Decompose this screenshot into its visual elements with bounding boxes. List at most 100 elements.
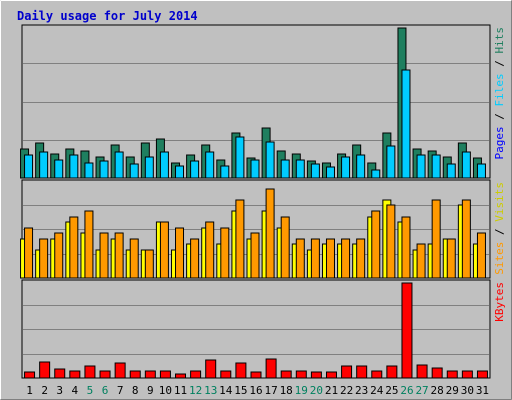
bar-hits-files-14 bbox=[220, 165, 230, 179]
bar-kbytes-kbytes-28 bbox=[431, 367, 443, 379]
bar-visits-sites-8 bbox=[129, 238, 139, 279]
bar-visits-sites-10 bbox=[159, 221, 169, 279]
bar-visits-sites-18 bbox=[280, 216, 290, 279]
bar-hits-files-15 bbox=[235, 136, 245, 179]
bar-visits-sites-24 bbox=[371, 210, 381, 279]
bar-visits-sites-4 bbox=[69, 216, 79, 279]
side-label-kbytes: KBytes bbox=[493, 282, 506, 322]
bar-visits-sites-28 bbox=[431, 199, 441, 279]
x-tick-label: 25 bbox=[385, 384, 398, 397]
x-tick-label: 20 bbox=[310, 384, 323, 397]
bar-hits-files-10 bbox=[159, 151, 169, 179]
bar-kbytes-kbytes-16 bbox=[250, 371, 262, 379]
bar-hits-files-5 bbox=[84, 162, 94, 179]
bar-hits-files-3 bbox=[54, 159, 64, 179]
x-tick-label: 5 bbox=[87, 384, 94, 397]
bar-visits-sites-1 bbox=[24, 227, 34, 279]
bar-visits-sites-14 bbox=[220, 227, 230, 279]
bar-hits-files-11 bbox=[175, 165, 185, 179]
bar-kbytes-kbytes-5 bbox=[84, 365, 96, 379]
bar-kbytes-kbytes-10 bbox=[159, 370, 171, 379]
x-tick-label: 15 bbox=[234, 384, 247, 397]
bar-kbytes-kbytes-7 bbox=[114, 362, 126, 379]
bar-hits-files-26 bbox=[401, 69, 411, 179]
x-tick-label: 21 bbox=[325, 384, 338, 397]
bar-hits-files-31 bbox=[476, 163, 486, 179]
bar-visits-sites-5 bbox=[84, 210, 94, 279]
bar-hits-files-21 bbox=[325, 166, 335, 179]
bar-kbytes-kbytes-15 bbox=[235, 362, 247, 379]
bar-visits-sites-3 bbox=[54, 232, 64, 279]
bar-hits-files-24 bbox=[371, 169, 381, 179]
bar-visits-sites-23 bbox=[356, 238, 366, 279]
bar-visits-sites-13 bbox=[205, 221, 215, 279]
panel-visits: Sites / Visits bbox=[20, 179, 506, 279]
x-tick-label: 29 bbox=[446, 384, 459, 397]
bar-kbytes-kbytes-22 bbox=[341, 365, 353, 379]
side-label-pages: Pages bbox=[493, 126, 506, 159]
bar-visits-sites-12 bbox=[190, 238, 200, 279]
bar-visits-sites-22 bbox=[341, 238, 351, 279]
bar-hits-files-6 bbox=[99, 160, 109, 179]
side-label-separator: / bbox=[493, 54, 506, 74]
bar-hits-files-22 bbox=[341, 156, 351, 179]
bar-visits-sites-25 bbox=[386, 204, 396, 279]
side-label-separator: / bbox=[493, 107, 506, 127]
bar-hits-files-17 bbox=[265, 141, 275, 179]
x-tick-label: 1 bbox=[26, 384, 33, 397]
bar-kbytes-kbytes-23 bbox=[356, 365, 368, 379]
bar-kbytes-kbytes-25 bbox=[386, 365, 398, 379]
bar-visits-sites-17 bbox=[265, 188, 275, 279]
bar-hits-files-18 bbox=[280, 159, 290, 179]
x-tick-label: 28 bbox=[431, 384, 444, 397]
side-label-visits: Visits bbox=[493, 182, 506, 222]
bar-hits-files-27 bbox=[416, 154, 426, 179]
bar-kbytes-kbytes-18 bbox=[280, 370, 292, 379]
bar-kbytes-kbytes-12 bbox=[190, 370, 202, 379]
x-tick-label: 7 bbox=[117, 384, 124, 397]
side-label-hits: Hits bbox=[493, 27, 506, 54]
bar-hits-files-23 bbox=[356, 154, 366, 179]
x-tick-label: 6 bbox=[102, 384, 109, 397]
bar-hits-files-30 bbox=[461, 151, 471, 179]
bar-kbytes-kbytes-20 bbox=[310, 371, 322, 379]
bar-visits-sites-19 bbox=[295, 238, 305, 279]
bar-kbytes-kbytes-29 bbox=[446, 370, 458, 379]
bar-visits-sites-30 bbox=[461, 199, 471, 279]
bar-visits-sites-7 bbox=[114, 232, 124, 279]
bar-kbytes-kbytes-4 bbox=[69, 370, 81, 379]
bar-kbytes-kbytes-2 bbox=[39, 361, 51, 379]
bar-kbytes-kbytes-17 bbox=[265, 358, 277, 379]
chart-panels: Pages / Files / Hits Sites / Visits KBytes bbox=[20, 24, 506, 379]
bar-hits-files-8 bbox=[129, 163, 139, 179]
bar-visits-sites-21 bbox=[325, 238, 335, 279]
x-tick-label: 3 bbox=[56, 384, 63, 397]
bar-kbytes-kbytes-30 bbox=[461, 370, 473, 379]
x-tick-label: 24 bbox=[370, 384, 384, 397]
x-tick-label: 17 bbox=[264, 384, 277, 397]
bar-kbytes-kbytes-26 bbox=[401, 282, 413, 379]
bar-visits-sites-20 bbox=[310, 238, 320, 279]
x-axis: 1 2 3 4 5 6 7 8 9 10 11 12 13 14 15 16 17 18 19 20 21 22 23 24 2… bbox=[26, 384, 489, 397]
bar-hits-files-7 bbox=[114, 151, 124, 179]
bar-hits-files-12 bbox=[190, 160, 200, 179]
bar-visits-sites-15 bbox=[235, 199, 245, 279]
x-tick-label: 12 bbox=[189, 384, 202, 397]
side-label-separator: / bbox=[493, 222, 506, 242]
x-tick-label: 9 bbox=[147, 384, 154, 397]
x-tick-label: 10 bbox=[159, 384, 172, 397]
bar-hits-files-2 bbox=[39, 151, 49, 179]
bar-hits-files-13 bbox=[205, 151, 215, 179]
bar-kbytes-kbytes-27 bbox=[416, 364, 428, 379]
x-tick-label: 2 bbox=[41, 384, 48, 397]
bar-visits-sites-2 bbox=[39, 238, 49, 279]
bar-kbytes-kbytes-19 bbox=[295, 370, 307, 379]
bar-hits-files-29 bbox=[446, 163, 456, 179]
bar-visits-sites-16 bbox=[250, 232, 260, 279]
bar-kbytes-kbytes-1 bbox=[24, 371, 36, 379]
bar-visits-sites-29 bbox=[446, 238, 456, 279]
x-tick-label: 4 bbox=[72, 384, 79, 397]
bar-kbytes-kbytes-9 bbox=[144, 370, 156, 379]
side-label-sites: Sites bbox=[493, 242, 506, 275]
